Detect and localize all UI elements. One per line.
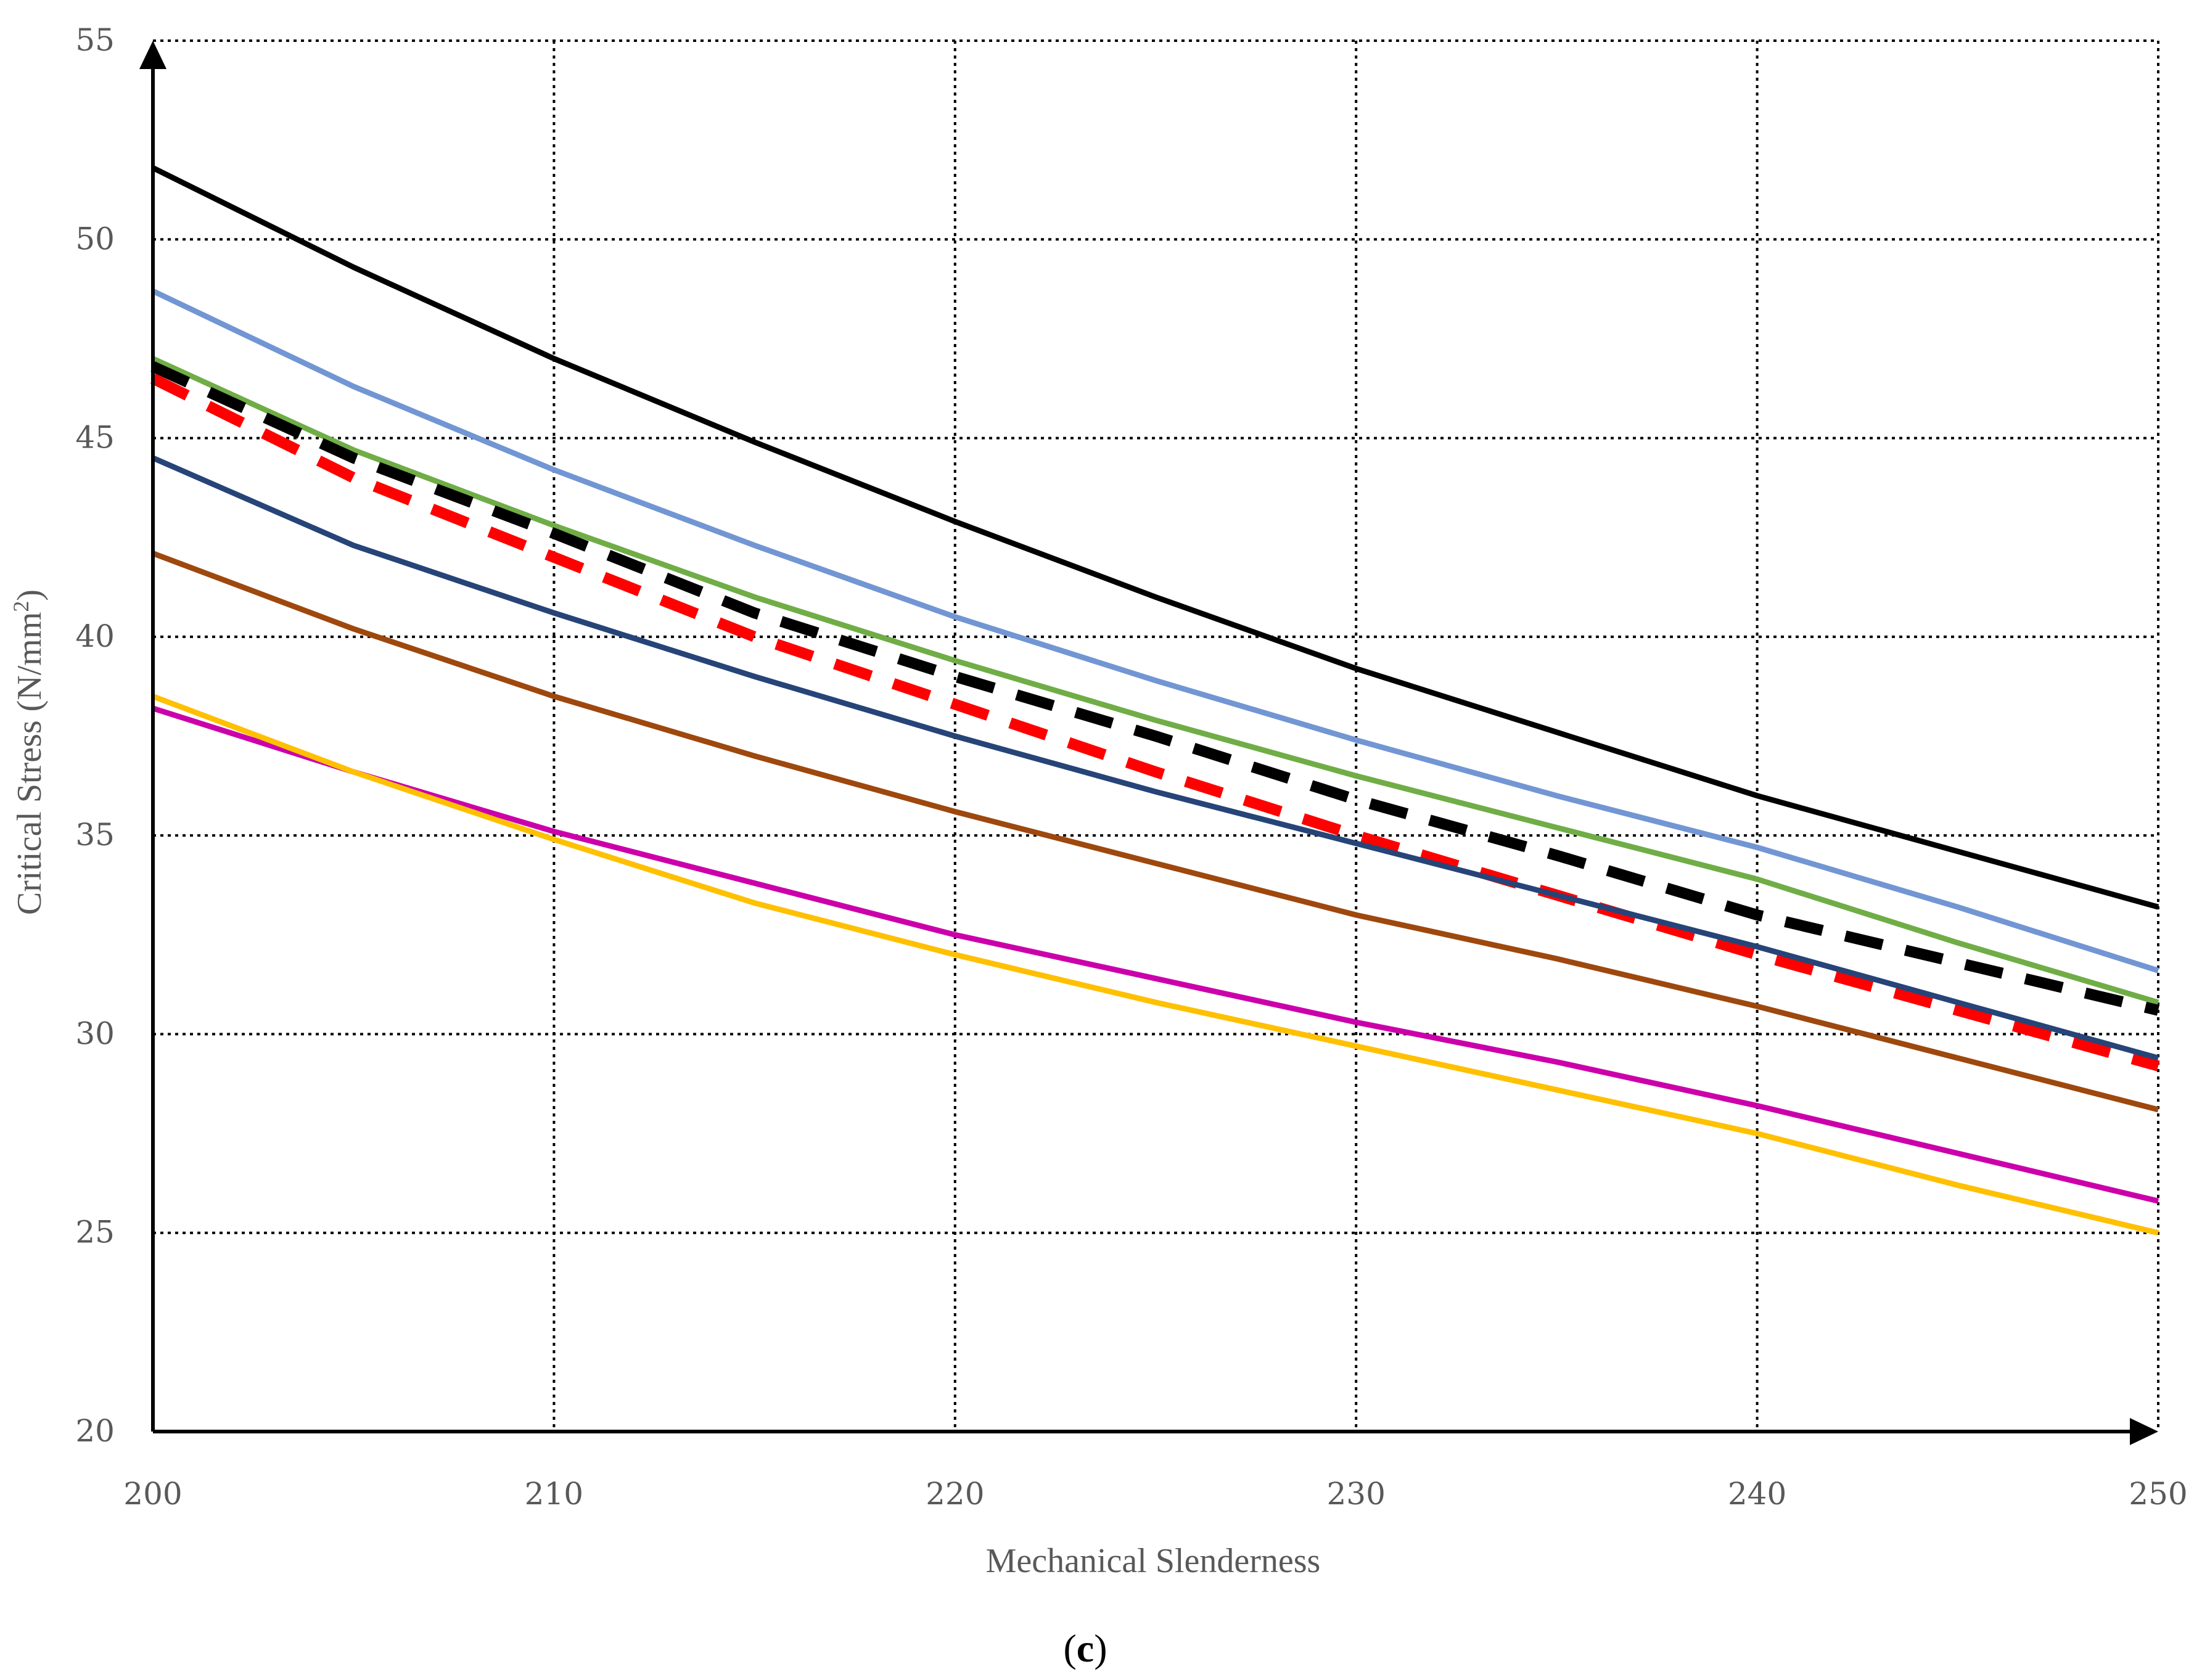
series-line-9 xyxy=(152,694,2159,1236)
series-line-7 xyxy=(152,551,2159,1113)
series-line-4 xyxy=(150,361,2160,1016)
series-line-2 xyxy=(152,289,2159,973)
y-tick-label-20: 20 xyxy=(75,1413,115,1449)
x-tick-label-240: 240 xyxy=(1728,1476,1786,1512)
axes xyxy=(139,41,2158,1445)
series-line-1 xyxy=(152,165,2159,910)
y-axis-title-sup: 2 xyxy=(9,601,33,612)
panel-label-open: ( xyxy=(1063,1626,1076,1670)
series-line-5 xyxy=(150,373,2160,1072)
x-tick-label-210: 210 xyxy=(525,1476,583,1512)
x-tick-label-250: 250 xyxy=(2129,1476,2187,1512)
series-layer xyxy=(150,165,2160,1236)
x-tick-label-220: 220 xyxy=(926,1476,984,1512)
x-tick-label-230: 230 xyxy=(1326,1476,1385,1512)
y-tick-label-45: 45 xyxy=(75,420,115,456)
y-tick-label-40: 40 xyxy=(75,618,115,654)
tick-labels: 20 25 30 35 40 45 50 55 200 210 220 230 240 250 xyxy=(75,22,2187,1512)
panel-label: (c) xyxy=(1063,1626,1107,1670)
panel-label-close: ) xyxy=(1094,1626,1107,1670)
y-tick-label-25: 25 xyxy=(75,1215,115,1250)
series-line-3 xyxy=(152,356,2159,1006)
panel-label-letter: c xyxy=(1077,1626,1094,1670)
x-axis-arrow-icon xyxy=(2130,1418,2158,1445)
y-axis-arrow-icon xyxy=(139,41,166,69)
grid xyxy=(153,39,2159,1432)
series-line-8 xyxy=(152,705,2159,1204)
y-tick-label-35: 35 xyxy=(75,817,115,853)
y-tick-label-50: 50 xyxy=(75,221,115,256)
y-axis-title-close: ) xyxy=(10,589,49,601)
y-tick-label-30: 30 xyxy=(75,1015,115,1051)
y-axis-title-main: Critical Stress (N/mm xyxy=(10,612,49,916)
y-tick-label-55: 55 xyxy=(75,22,115,58)
x-tick-label-200: 200 xyxy=(123,1476,182,1512)
x-axis-title: Mechanical Slenderness xyxy=(986,1542,1321,1580)
y-axis-title: Critical Stress (N/mm2) xyxy=(9,589,49,915)
series-line-6 xyxy=(152,455,2159,1061)
